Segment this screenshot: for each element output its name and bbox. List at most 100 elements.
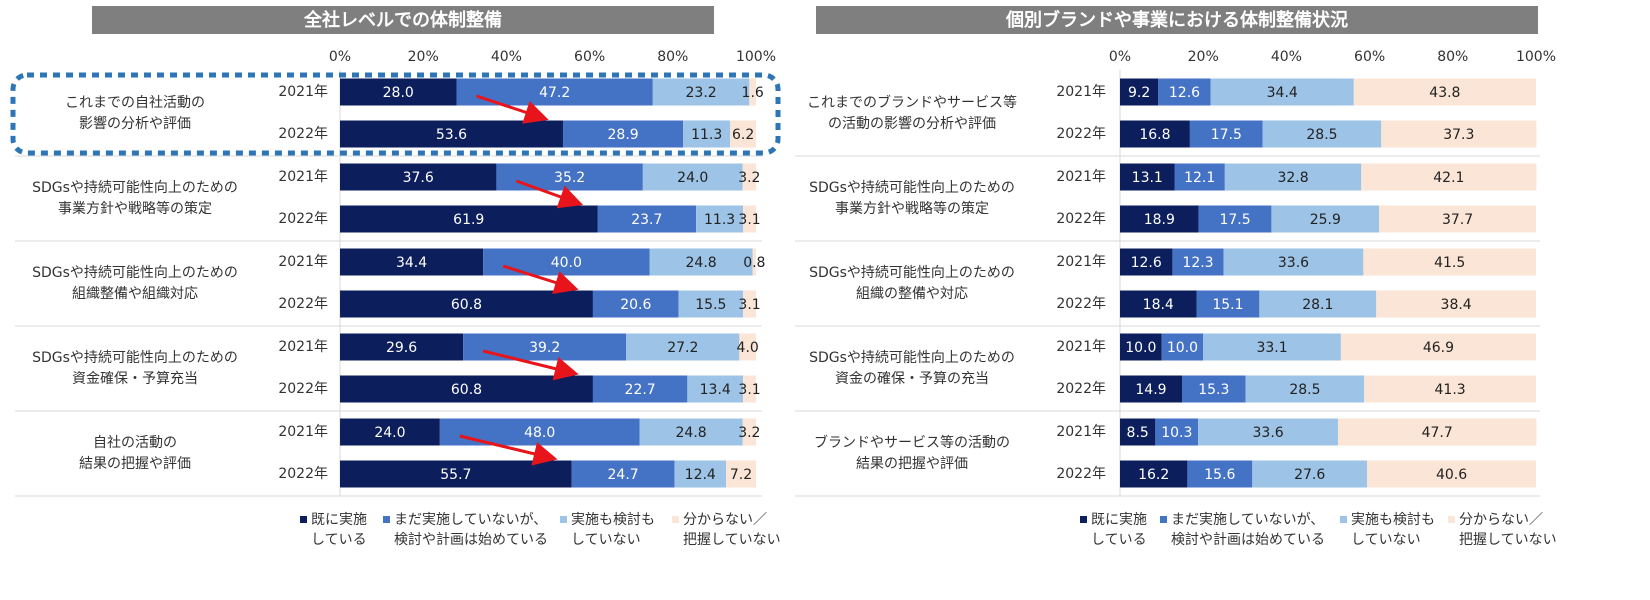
value-label: 10.0 <box>1125 340 1156 356</box>
bar-segment <box>1120 163 1175 191</box>
value-label: 15.5 <box>695 297 726 313</box>
value-label: 15.3 <box>1198 382 1229 398</box>
bar-segment <box>1367 460 1536 488</box>
legend-label: していない <box>571 532 641 548</box>
value-label: 27.6 <box>1294 467 1325 483</box>
value-label: 24.8 <box>686 255 717 271</box>
bar-segment <box>639 418 743 446</box>
bar-segment <box>652 78 750 106</box>
group-label: SDGsや持続可能性向上のための <box>809 179 1015 196</box>
value-label: 15.1 <box>1212 297 1243 313</box>
group-label: これまでのブランドやサービス等 <box>807 94 1017 111</box>
bar-segment <box>1120 460 1188 488</box>
legend-label: 分からない／ <box>1459 512 1543 528</box>
row-label: 2021年 <box>1056 84 1106 100</box>
bar-segment <box>649 248 753 276</box>
bar-segment <box>483 248 650 276</box>
bar-segment <box>571 460 675 488</box>
bar-segment <box>743 375 756 403</box>
row-label: 2022年 <box>1056 296 1106 312</box>
value-label: 3.1 <box>738 382 760 398</box>
bar-segment <box>597 205 697 233</box>
bar-segment <box>1210 78 1354 106</box>
bar-segment <box>1252 460 1368 488</box>
value-label: 37.3 <box>1443 127 1474 143</box>
title-bar <box>816 6 1538 34</box>
value-label: 35.2 <box>554 170 585 186</box>
value-label: 43.8 <box>1429 85 1460 101</box>
group-label: 資金の確保・予算の充当 <box>835 371 989 387</box>
bar-segment <box>1198 205 1272 233</box>
bar-segment <box>742 418 756 446</box>
bar-segment <box>739 333 756 361</box>
legend-label: 既に実施 <box>1091 512 1147 528</box>
value-label: 46.9 <box>1423 340 1454 356</box>
bar-segment <box>1120 418 1156 446</box>
value-label: 18.4 <box>1143 297 1174 313</box>
value-label: 42.1 <box>1433 170 1464 186</box>
value-label: 12.6 <box>1169 85 1200 101</box>
legend-label: 検討や計画は始めている <box>1171 532 1325 548</box>
value-label: 38.4 <box>1441 297 1472 313</box>
bar-segment <box>592 375 688 403</box>
group-label: ブランドやサービス等の活動の <box>814 434 1010 451</box>
row-label: 2022年 <box>278 126 328 142</box>
legend-label: 実施も検討も <box>571 512 655 528</box>
group-label: 結果の把握や評価 <box>856 456 968 472</box>
value-label: 24.0 <box>677 170 708 186</box>
value-label: 17.5 <box>1219 212 1250 228</box>
value-label: 16.8 <box>1139 127 1170 143</box>
value-label: 24.7 <box>608 467 639 483</box>
group-label: の活動の影響の分析や評価 <box>828 115 996 132</box>
value-label: 6.2 <box>732 127 754 143</box>
group-label: SDGsや持続可能性向上のための <box>32 264 238 281</box>
group-label: 結果の把握や評価 <box>79 456 191 472</box>
legend-swatch <box>300 516 307 523</box>
bar-segment <box>1363 248 1536 276</box>
group-label: 組織整備や組織対応 <box>72 286 198 302</box>
value-label: 47.7 <box>1422 425 1453 441</box>
value-label: 12.1 <box>1184 170 1215 186</box>
value-label: 1.6 <box>742 85 764 101</box>
row-label: 2022年 <box>1056 211 1106 227</box>
bar-segment <box>1120 290 1197 318</box>
bar-segment <box>463 333 627 361</box>
bar-segment <box>1161 333 1204 361</box>
bar-segment <box>1120 120 1190 148</box>
bar-segment <box>1172 248 1224 276</box>
x-tick-label: 20% <box>408 49 439 65</box>
group-label: 組織の整備や対応 <box>856 286 968 302</box>
value-label: 7.2 <box>730 467 752 483</box>
value-label: 37.6 <box>403 170 434 186</box>
value-label: 16.2 <box>1138 467 1169 483</box>
x-tick-label: 0% <box>1109 49 1131 65</box>
bar-segment <box>1189 120 1263 148</box>
bar-segment <box>1155 418 1199 446</box>
bar-segment <box>1361 163 1537 191</box>
value-label: 9.2 <box>1128 85 1150 101</box>
value-label: 4.0 <box>737 340 759 356</box>
x-tick-label: 20% <box>1188 49 1219 65</box>
value-label: 22.7 <box>625 382 656 398</box>
legend-label: している <box>1091 532 1147 548</box>
value-label: 60.8 <box>451 382 482 398</box>
bar-segment <box>1181 375 1246 403</box>
bar-segment <box>340 163 497 191</box>
row-label: 2021年 <box>278 84 328 100</box>
x-tick-label: 100% <box>1516 49 1556 65</box>
bar-segment <box>1120 333 1162 361</box>
bar-segment <box>642 163 743 191</box>
legend-label: 把握していない <box>683 532 781 548</box>
bar-segment <box>1120 248 1173 276</box>
value-label: 10.0 <box>1167 340 1198 356</box>
legend-swatch <box>1080 516 1087 523</box>
value-label: 28.9 <box>608 127 639 143</box>
x-tick-label: 80% <box>1437 49 1468 65</box>
bar-segment <box>1337 418 1537 446</box>
bar-segment <box>439 418 640 446</box>
group-label: 事業方針や戦略等の策定 <box>58 200 212 217</box>
value-label: 11.3 <box>691 127 722 143</box>
value-label: 27.2 <box>667 340 698 356</box>
value-label: 18.9 <box>1144 212 1175 228</box>
